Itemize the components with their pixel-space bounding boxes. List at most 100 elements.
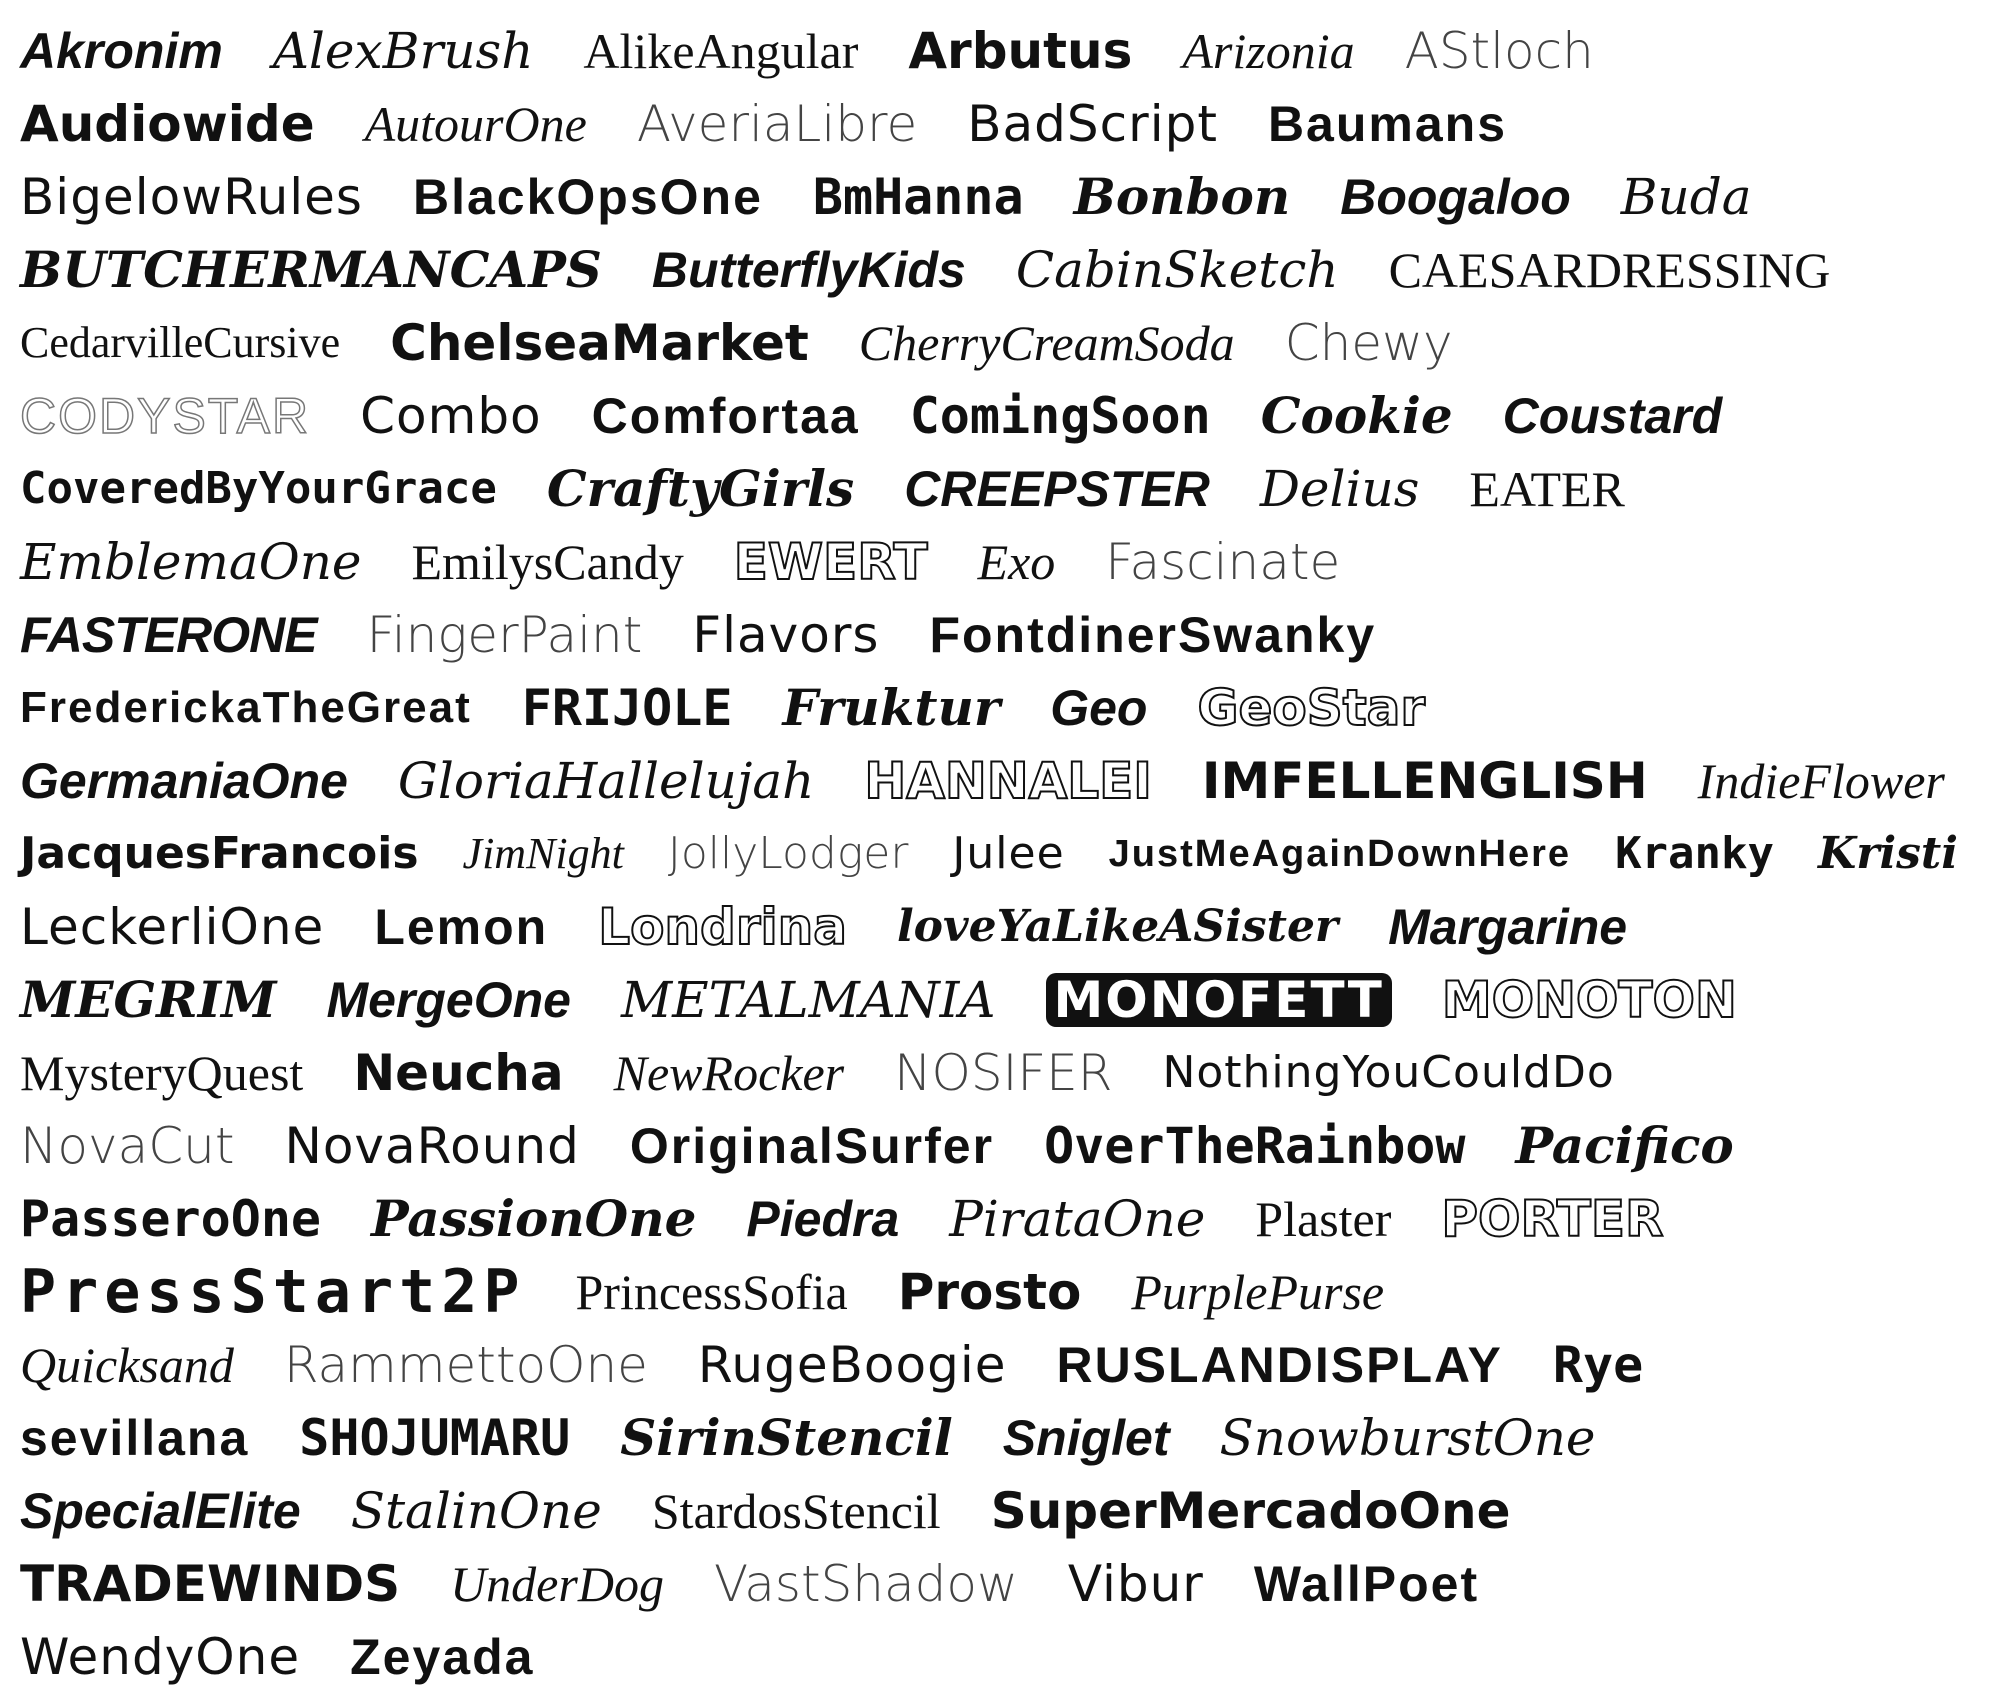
font-sample: HANNALEI <box>863 751 1153 810</box>
font-sample: JacquesFrancois <box>20 827 419 879</box>
font-sample: CraftyGirls <box>546 458 855 518</box>
font-sample: NewRocker <box>613 1044 845 1101</box>
font-row: GermaniaOne GloriaHallelujah HANNALEI IMFEL… <box>20 744 1980 817</box>
font-sample: FASTERONE <box>20 606 318 663</box>
font-row: MysteryQuest Neucha NewRocker NOSIFER Nothin… <box>20 1036 1980 1109</box>
font-row: WendyOne Zeyada <box>20 1620 1980 1693</box>
font-sample: MONOFETT <box>1045 972 1392 1027</box>
font-sample: StardosStencil <box>651 1482 941 1539</box>
font-sample: PrincessSofia <box>575 1263 848 1320</box>
font-sample: MergeOne <box>326 971 571 1028</box>
font-sample: FrederickaTheGreat <box>20 682 472 732</box>
font-sample: PasseroOne <box>20 1189 322 1248</box>
font-row: FrederickaTheGreat FRIJOLE Fruktur Geo GeoSt… <box>20 671 1980 744</box>
font-sample: Fascinate <box>1105 532 1341 591</box>
font-sample: ComingSoon <box>909 386 1211 445</box>
font-sample: CAESARDRESSING <box>1388 241 1831 298</box>
font-sample: FontdinerSwanky <box>929 606 1377 663</box>
font-sample: AStloch <box>1404 21 1594 80</box>
font-sample: BlackOpsOne <box>412 168 763 225</box>
font-sample: Bonbon <box>1073 166 1291 226</box>
font-sample: PirataOne <box>949 1189 1206 1248</box>
font-specimen-sheet: Akronim AlexBrush AlikeAngular Arbutus Arizo… <box>19 14 1980 1693</box>
font-sample: BmHanna <box>812 167 1024 226</box>
font-sample: Akronim <box>20 22 223 79</box>
font-sample: CREEPSTER <box>904 460 1210 517</box>
font-row: Akronim AlexBrush AlikeAngular Arbutus Arizo… <box>20 14 1980 87</box>
font-sample: Neucha <box>353 1043 564 1102</box>
font-row: FASTERONE FingerPaint Flavors FontdinerSwan… <box>20 598 1980 671</box>
font-sample: GloriaHallelujah <box>397 751 815 810</box>
font-row: Quicksand RammettoOne RugeBoogie RUSLANDISP… <box>20 1328 1980 1401</box>
font-sample: UnderDog <box>450 1555 664 1612</box>
font-sample: Arbutus <box>908 21 1133 80</box>
font-row: LeckerliOne Lemon Londrina loveYaLikeASiste… <box>20 890 1980 963</box>
font-sample: Kristi <box>1818 827 1958 879</box>
font-sample: OverTheRainbow <box>1044 1116 1466 1175</box>
font-sample: Piedra <box>746 1190 900 1247</box>
font-sample: JimNight <box>462 828 624 878</box>
font-sample: JollyLodger <box>667 827 909 879</box>
font-sample: EWERT <box>733 532 929 591</box>
font-row: sevillana SHOJUMARU SirinStencil Sniglet Sno… <box>20 1401 1980 1474</box>
font-sample: Chewy <box>1284 313 1453 372</box>
font-sample: AveriaLibre <box>636 94 918 153</box>
font-row: JacquesFrancois JimNight JollyLodger Julee J… <box>20 817 1980 890</box>
font-sample: RugeBoogie <box>697 1335 1007 1394</box>
font-row: CedarvilleCursive ChelseaMarket CherryCrea… <box>20 306 1980 379</box>
font-sample: PORTER <box>1440 1189 1664 1248</box>
font-sample: CODYSTAR <box>19 387 311 444</box>
font-sample: Baumans <box>1267 95 1508 152</box>
font-sample: SuperMercadoOne <box>990 1481 1511 1540</box>
font-sample: VastShadow <box>713 1554 1018 1613</box>
font-sample: BadScript <box>967 94 1218 153</box>
font-sample: GermaniaOne <box>20 752 348 809</box>
font-sample: RUSLANDISPLAY <box>1056 1336 1503 1393</box>
font-sample: Prosto <box>897 1262 1082 1321</box>
font-row: Audiowide AutourOne AveriaLibre BadScript Ba… <box>20 87 1980 160</box>
font-sample: Cookie <box>1260 385 1453 445</box>
font-sample: NOSIFER <box>894 1043 1113 1102</box>
font-row: PressStart2P PrincessSofia Prosto PurplePur… <box>20 1255 1980 1328</box>
font-sample: ButterflyKids <box>651 241 966 298</box>
font-sample: SpecialElite <box>20 1482 301 1539</box>
font-sample: NovaRound <box>284 1116 580 1175</box>
font-sample: MEGRIM <box>20 969 277 1029</box>
font-sample: Londrina <box>597 897 848 956</box>
font-sample: EmilysCandy <box>411 533 684 590</box>
font-sample: Buda <box>1620 167 1752 226</box>
font-sample: loveYaLikeASister <box>896 900 1339 952</box>
font-sample: BUTCHERMANCAPS <box>20 239 602 299</box>
font-sample: WendyOne <box>20 1627 301 1686</box>
font-sample: CherryCreamSoda <box>858 314 1235 371</box>
font-sample: Exo <box>977 533 1056 590</box>
font-sample: EmblemaOne <box>20 532 362 591</box>
font-sample: METALMANIA <box>620 970 996 1029</box>
font-sample: IMFELLENGLISH <box>1201 751 1648 810</box>
font-sample: Zeyada <box>350 1628 535 1685</box>
font-sample: AutourOne <box>364 95 587 152</box>
font-sample: AlexBrush <box>272 21 534 80</box>
font-sample: GeoStar <box>1196 678 1426 737</box>
font-row: MEGRIM MergeOne METALMANIA MONOFETT MONOTON <box>20 963 1980 1036</box>
font-sample: Geo <box>1050 679 1148 736</box>
font-sample: Rye <box>1552 1335 1644 1394</box>
font-sample: AlikeAngular <box>583 22 859 79</box>
font-sample: BigelowRules <box>20 167 363 226</box>
font-sample: PassionOne <box>371 1188 697 1248</box>
font-sample: Plaster <box>1255 1190 1392 1247</box>
font-sample: FRIJOLE <box>521 678 733 737</box>
font-sample: RammettoOne <box>283 1335 648 1394</box>
font-sample: Comfortaa <box>591 387 860 444</box>
font-sample: Sniglet <box>1002 1409 1170 1466</box>
font-sample: SHOJUMARU <box>299 1408 571 1467</box>
font-sample: Coustard <box>1502 387 1723 444</box>
font-sample: EATER <box>1469 460 1625 517</box>
font-sample: CedarvilleCursive <box>20 317 341 367</box>
font-sample: Pacifico <box>1515 1115 1734 1175</box>
font-sample: Delius <box>1259 459 1420 518</box>
font-row: CODYSTAR Combo Comfortaa ComingSoon Cookie Co… <box>19 379 1980 452</box>
font-sample: MONOTON <box>1441 970 1738 1029</box>
font-sample: CoveredByYourGrace <box>20 462 497 514</box>
font-sample: Kranky <box>1615 827 1775 879</box>
